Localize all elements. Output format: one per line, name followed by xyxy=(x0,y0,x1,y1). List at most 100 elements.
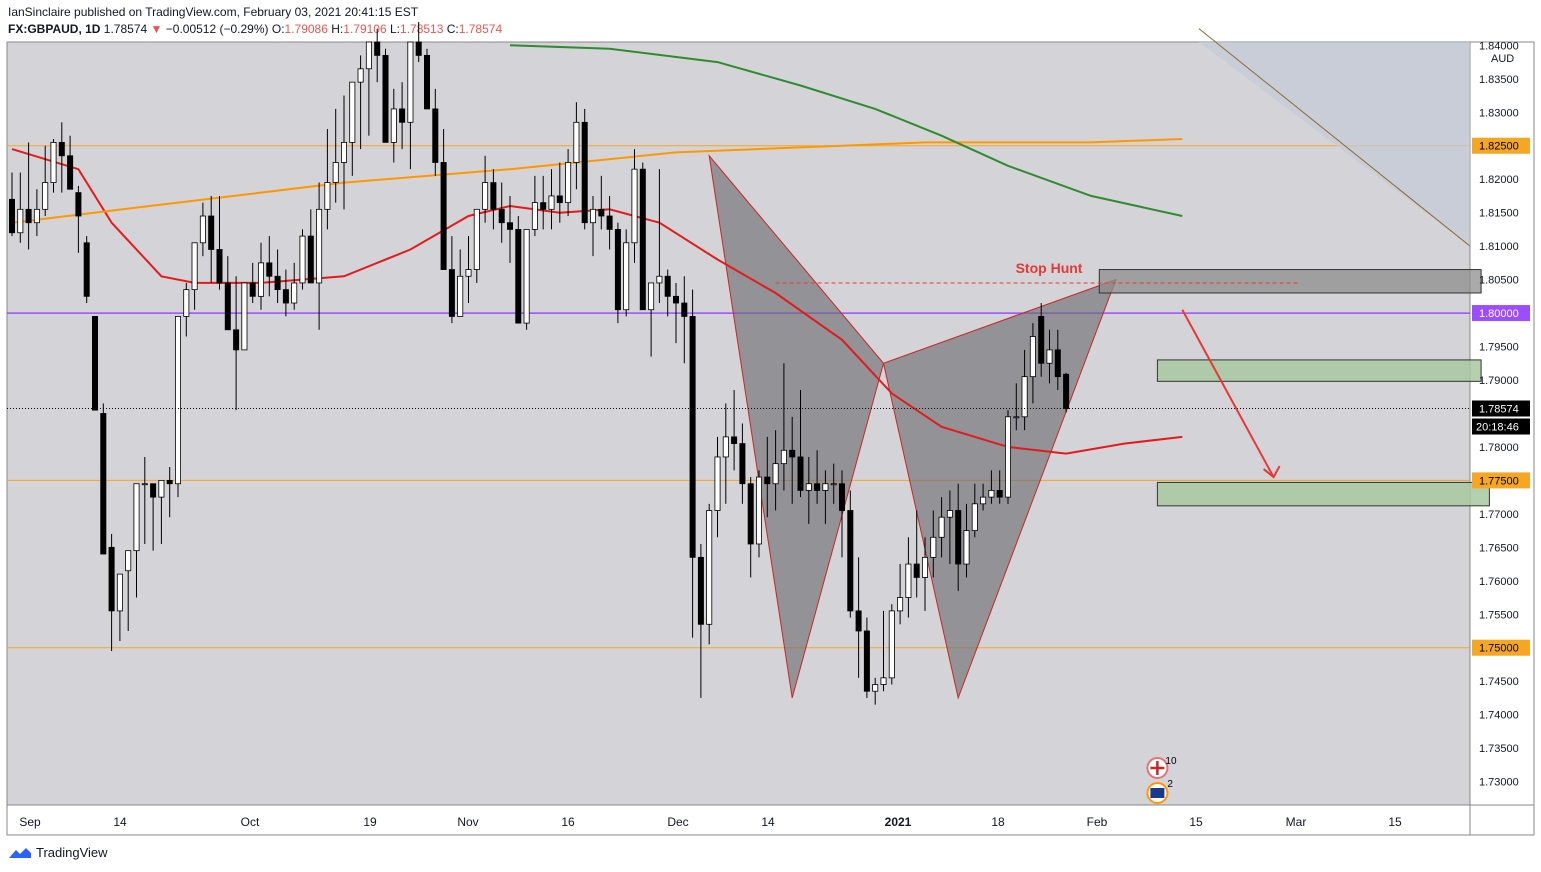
candle[interactable] xyxy=(880,610,887,692)
candle[interactable] xyxy=(116,573,123,642)
candle[interactable] xyxy=(888,604,895,685)
candle[interactable] xyxy=(955,483,962,591)
candle[interactable] xyxy=(1038,303,1045,377)
candle[interactable] xyxy=(58,122,65,193)
candle[interactable] xyxy=(291,262,298,310)
candle[interactable] xyxy=(590,195,597,257)
candle[interactable] xyxy=(531,175,538,237)
candle[interactable] xyxy=(598,175,605,230)
candle[interactable] xyxy=(971,483,978,538)
candle[interactable] xyxy=(17,172,24,243)
candle[interactable] xyxy=(1054,329,1061,391)
candle[interactable] xyxy=(340,95,347,210)
candle[interactable] xyxy=(374,28,381,83)
candle[interactable] xyxy=(822,470,829,524)
candle[interactable] xyxy=(399,82,406,150)
grey-zone[interactable] xyxy=(1098,269,1482,294)
green-moving-average[interactable] xyxy=(509,44,1183,217)
candle[interactable] xyxy=(299,229,306,290)
candle[interactable] xyxy=(772,430,779,511)
candle[interactable] xyxy=(274,249,281,304)
green-zone[interactable] xyxy=(1156,359,1482,382)
candle[interactable] xyxy=(166,467,173,518)
candle[interactable] xyxy=(565,149,572,217)
candle[interactable] xyxy=(797,390,804,498)
orange-moving-average[interactable] xyxy=(11,138,1183,224)
candle[interactable] xyxy=(92,316,99,411)
candle[interactable] xyxy=(606,195,613,250)
candle[interactable] xyxy=(946,490,953,565)
candle[interactable] xyxy=(697,543,704,698)
candle[interactable] xyxy=(432,88,439,176)
candle[interactable] xyxy=(183,282,190,337)
candle[interactable] xyxy=(556,162,563,223)
candle[interactable] xyxy=(930,510,937,578)
candle[interactable] xyxy=(996,470,1003,504)
candle[interactable] xyxy=(365,41,372,136)
candle[interactable] xyxy=(233,276,240,411)
candle[interactable] xyxy=(1046,329,1053,384)
candle[interactable] xyxy=(980,483,987,511)
candle[interactable] xyxy=(382,48,389,143)
candle[interactable] xyxy=(872,677,879,705)
candle[interactable] xyxy=(266,236,273,297)
candle[interactable] xyxy=(8,172,15,237)
candle[interactable] xyxy=(814,450,821,504)
candle[interactable] xyxy=(681,276,688,364)
candle[interactable] xyxy=(257,242,264,310)
candle[interactable] xyxy=(614,222,621,324)
trendline[interactable] xyxy=(1198,28,1471,247)
candle[interactable] xyxy=(423,48,430,110)
candle[interactable] xyxy=(706,503,713,645)
candle[interactable] xyxy=(216,195,223,290)
candle[interactable] xyxy=(390,88,397,163)
candle[interactable] xyxy=(133,483,140,598)
candle[interactable] xyxy=(506,195,513,263)
candle[interactable] xyxy=(623,229,630,317)
pattern-triangle-left[interactable] xyxy=(708,154,885,699)
candle[interactable] xyxy=(548,169,555,230)
candle[interactable] xyxy=(448,236,455,324)
candle[interactable] xyxy=(731,390,738,471)
candle[interactable] xyxy=(407,41,414,170)
candle[interactable] xyxy=(897,564,904,625)
candle[interactable] xyxy=(648,282,655,357)
candle[interactable] xyxy=(307,209,314,284)
candle[interactable] xyxy=(75,185,82,253)
candle[interactable] xyxy=(747,477,754,578)
candle[interactable] xyxy=(764,436,771,518)
green-zone[interactable] xyxy=(1156,481,1490,507)
candle[interactable] xyxy=(108,533,115,652)
candle[interactable] xyxy=(689,289,696,638)
candle[interactable] xyxy=(780,363,787,491)
candle[interactable] xyxy=(241,282,248,351)
candle[interactable] xyxy=(664,269,671,317)
candle[interactable] xyxy=(1063,372,1070,413)
candle[interactable] xyxy=(349,81,356,176)
candle[interactable] xyxy=(739,423,746,504)
candle[interactable] xyxy=(639,162,646,311)
candle[interactable] xyxy=(722,403,729,504)
candle[interactable] xyxy=(913,510,920,598)
candle[interactable] xyxy=(199,202,206,257)
candle[interactable] xyxy=(125,550,132,631)
candle[interactable] xyxy=(282,269,289,317)
candle[interactable] xyxy=(673,282,680,344)
candle[interactable] xyxy=(1005,410,1012,504)
down-arrow-line[interactable] xyxy=(1181,309,1275,478)
candle[interactable] xyxy=(158,479,165,544)
candle[interactable] xyxy=(540,175,547,230)
candle[interactable] xyxy=(482,155,489,223)
candle[interactable] xyxy=(847,490,854,618)
candle[interactable] xyxy=(805,456,812,524)
candle[interactable] xyxy=(922,537,929,611)
candle[interactable] xyxy=(191,242,198,310)
candle[interactable] xyxy=(415,21,422,63)
candle[interactable] xyxy=(50,139,57,193)
candle[interactable] xyxy=(174,316,181,498)
candle[interactable] xyxy=(905,537,912,618)
candle[interactable] xyxy=(714,436,721,538)
candle[interactable] xyxy=(523,229,530,330)
candle[interactable] xyxy=(465,236,472,304)
